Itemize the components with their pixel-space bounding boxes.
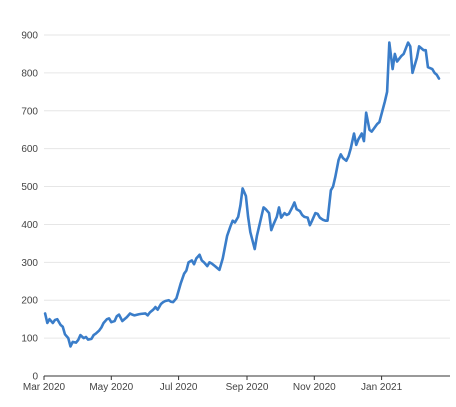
y-tick-label: 200: [21, 296, 38, 307]
y-tick-label: 600: [21, 144, 38, 155]
x-axis: Mar 2020 May 2020 Jul 2020 Sep 2020 Nov 2020…: [23, 375, 450, 393]
y-tick-label: 400: [21, 220, 38, 231]
y-tick-label: 700: [21, 106, 38, 117]
y-tick-label: 900: [21, 31, 38, 42]
y-tick-label: 0: [32, 372, 38, 383]
x-tick-label: Jan 2021: [361, 382, 403, 393]
x-tick-label: Sep 2020: [226, 382, 269, 393]
x-tick-label: Jul 2020: [160, 382, 198, 393]
series-line: [43, 41, 441, 348]
x-tick-label: Nov 2020: [293, 382, 336, 393]
y-tick-label: 100: [21, 334, 38, 345]
series-layer: [43, 41, 441, 348]
y-tick-label: 500: [21, 182, 38, 193]
x-tick-label: May 2020: [89, 382, 133, 393]
y-tick-label: 300: [21, 258, 38, 269]
grid: [44, 34, 450, 339]
y-axis: 0 100 200 300 400 500 600 700 800 900: [21, 31, 38, 383]
y-tick-label: 800: [21, 68, 38, 79]
x-tick-label: Mar 2020: [23, 382, 66, 393]
